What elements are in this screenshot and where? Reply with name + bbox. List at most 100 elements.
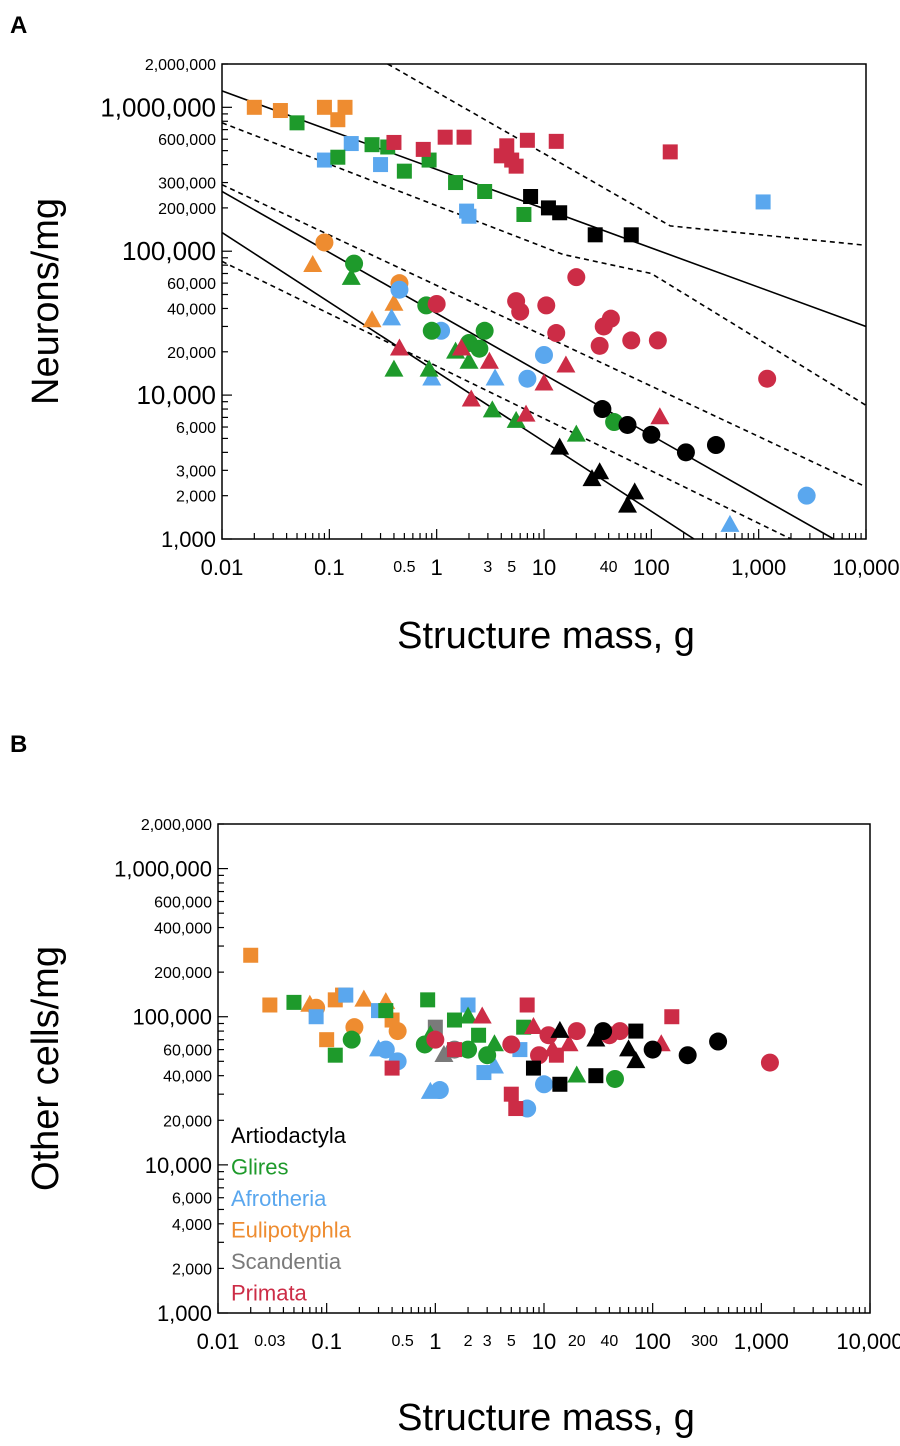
chart-a-point-glires-circle [475,321,494,340]
chart-a-y-tick-label: 3,000 [176,463,216,480]
chart-a-point-primata-square [386,134,402,150]
chart-a-point-primata-circle [537,296,556,315]
chart-b-point-primata-square [446,1042,462,1058]
chart-a-x-tick-label: 5 [507,559,516,576]
chart-a-point-glires-triangle [566,424,586,442]
chart-b-y-tick-label: 2,000 [172,1261,212,1278]
chart-b-point-eulipotyphla-square [243,947,259,963]
chart-a-x-axis-title: Structure mass, g [397,615,695,657]
chart-b-point-artiodactyla-triangle [550,1020,570,1038]
chart-a-point-afrotheria-square [461,208,477,224]
chart-b-point-glires-square [327,1047,343,1063]
chart-a-y-tick-label: 40,000 [167,301,216,318]
chart-a-point-artiodactyla-triangle [590,462,610,480]
chart-b-point-glires-square [378,1003,394,1019]
chart-b-y-tick-label: 6,000 [172,1191,212,1208]
chart-b-y-tick-label: 2,000,000 [141,817,212,834]
chart-b-point-afrotheria-triangle [484,1056,504,1074]
chart-b-x-tick-label: 1,000 [734,1329,789,1354]
chart-a-point-primata-circle [590,336,609,355]
chart-b-y-tick-label: 40,000 [163,1069,212,1086]
chart-b-point-glires-triangle [458,1006,478,1024]
chart-a-point-afrotheria-triangle [422,368,442,386]
chart-a-y-axis-title: Neurons/mg [25,198,67,405]
chart-b-x-tick-label: 20 [568,1333,586,1350]
chart-a-y-tick-label: 600,000 [158,132,216,149]
chart-b-point-eulipotyphla-circle [388,1022,407,1041]
chart-b-point-primata-circle [502,1035,521,1054]
chart-a-point-glires-circle [470,339,489,358]
chart-a-y-tick-label: 300,000 [158,176,216,193]
chart-b-y-tick-label: 1,000,000 [114,857,212,882]
chart-a-point-glires-square [289,115,305,131]
chart-b-x-tick-label: 0.5 [391,1333,413,1350]
chart-a-point-primata-square [662,144,678,160]
chart-b-point-eulipotyphla-square [262,997,278,1013]
chart-a-point-artiodactyla-square [552,205,568,221]
chart-a-x-tick-label: 40 [600,559,618,576]
chart-b-x-tick-label: 0.1 [311,1329,342,1354]
chart-a-point-primata-square [499,138,515,154]
chart-a-point-afrotheria-square [755,194,771,210]
chart-b-point-glires-circle [459,1040,478,1059]
chart-b-point-primata-triangle [543,1039,563,1057]
chart-a-solid-line-3 [222,231,695,539]
chart-a-point-glires-square [330,149,346,165]
chart-a-y-tick-label: 200,000 [158,201,216,218]
chart-a-point-afrotheria-square [373,157,389,173]
chart-b-legend-scandentia: Scandentia [231,1249,342,1274]
chart-b-point-afrotheria-square [308,1009,324,1025]
chart-b-x-tick-label: 40 [601,1333,619,1350]
chart-b-point-artiodactyla-square [588,1068,604,1084]
chart-a-point-glires-square [477,183,493,199]
chart-a-point-primata-circle [511,302,530,321]
chart-a-y-tick-label: 2,000 [176,489,216,506]
chart-a-y-tick-label: 10,000 [136,380,216,410]
chart-b-x-tick-label: 10,000 [836,1329,900,1354]
chart-b-point-artiodactyla-square [552,1076,568,1092]
chart-a-point-eulipotyphla-triangle [362,310,382,328]
chart-a-point-artiodactyla-circle [706,436,725,455]
chart-b-point-artiodactyla-triangle [626,1051,646,1069]
chart-a-point-glires-triangle [419,359,439,377]
chart-b-point-artiodactyla-square [525,1060,541,1076]
chart-b-point-primata-circle [610,1022,629,1041]
chart-a-point-primata-circle [547,324,566,343]
chart-a-point-eulipotyphla-circle [315,233,334,252]
chart-b-point-afrotheria-triangle [420,1081,440,1099]
chart-b-point-glires-square [471,1027,487,1043]
chart-a-y-tick-label: 1,000 [161,527,216,552]
chart-a-y-tick-label: 20,000 [167,345,216,362]
chart-b-y-tick-label: 400,000 [154,921,212,938]
chart-a-point-eulipotyphla-square [337,99,353,115]
chart-a-point-artiodactyla-triangle [550,437,570,455]
chart-a-dashed-line-7 [222,260,792,539]
chart-a-point-afrotheria-square [316,152,332,168]
chart-b-point-primata-square [519,997,535,1013]
chart-b-y-axis-title: Other cells/mg [25,946,67,1191]
chart-b-y-tick-label: 200,000 [154,965,212,982]
chart-a-y-tick-label: 100,000 [122,236,216,266]
chart-b-y-tick-label: 20,000 [163,1113,212,1130]
chart-a-point-primata-circle [427,294,446,313]
chart-a-point-primata-triangle [534,373,554,391]
panel-letter-a: A [10,12,27,39]
chart-b-legend-artiodactyla: Artiodactyla [231,1123,347,1148]
chart-a-x-tick-label: 100 [633,555,670,580]
chart-a-point-primata-circle [601,309,620,328]
chart-b-point-primata-square [664,1009,680,1025]
chart-a-x-tick-label: 1 [431,555,443,580]
chart-a-point-primata-square [415,141,431,157]
chart-a-y-tick-label: 1,000,000 [100,92,216,122]
chart-b-point-glires-triangle [484,1034,504,1052]
chart-b-legend-eulipotyphla: Eulipotyphla [231,1218,352,1243]
chart-b-y-tick-label: 4,000 [172,1217,212,1234]
chart-b-point-artiodactyla-circle [709,1032,728,1051]
chart-a-point-glires-circle [422,321,441,340]
chart-a-point-eulipotyphla-square [330,112,346,128]
chart-b-y-tick-label: 60,000 [163,1043,212,1060]
chart-b-point-afrotheria-circle [535,1075,553,1094]
chart-a-solid-line-2 [222,190,835,539]
chart-a-point-afrotheria-circle [518,369,537,388]
